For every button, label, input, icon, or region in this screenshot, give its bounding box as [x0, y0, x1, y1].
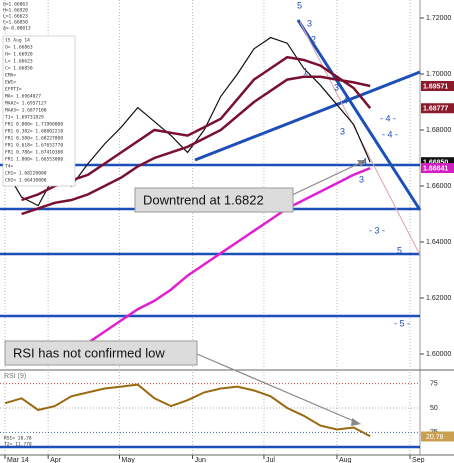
- downtrend-line: [296, 19, 422, 211]
- series-line: [21, 75, 371, 216]
- y-tick-label: 50: [430, 405, 438, 412]
- info-box-line: T1= 1.69731829: [5, 115, 44, 121]
- price-marker: [421, 157, 454, 168]
- info-line: C=1.66850: [3, 20, 28, 26]
- wave-label: 4: [343, 95, 348, 105]
- wave-label: 3: [307, 18, 312, 28]
- wave-label: - 4 -: [382, 129, 398, 139]
- y-tick-label: 1.66000: [426, 183, 451, 190]
- wave-label: 2: [311, 34, 316, 44]
- info-box-line: 15 Aug 14: [5, 38, 30, 44]
- y-tick-label: 1.64000: [426, 239, 451, 246]
- series-line: [21, 55, 372, 202]
- x-tick-label: Sep: [412, 457, 425, 463]
- info-line: L=1.66623: [3, 14, 28, 20]
- info-box-line: T4=: [5, 164, 14, 170]
- info-box-line: FR1 0.000= 1.71900000: [5, 122, 63, 128]
- wave-label: - 4 -: [380, 113, 396, 123]
- callout-arrow: [196, 353, 357, 423]
- rsi-info: T2= 11.770: [4, 442, 32, 448]
- callout-text: Downtrend at 1.6822: [143, 192, 264, 207]
- info-box-line: MA= 1.6964027: [5, 94, 41, 100]
- wave-label: 5: [397, 245, 402, 255]
- rsi-info: RSI= 20.78: [4, 436, 32, 442]
- series-line: [70, 166, 371, 361]
- info-line: Δ=-0.00013: [3, 26, 31, 32]
- info-box-line: FR1 1.000= 1.66553000: [5, 157, 63, 163]
- wave-label: 3: [359, 174, 364, 184]
- price-marker: [421, 103, 454, 114]
- y-tick-label: 1.72000: [426, 15, 451, 22]
- callout-arrow: [289, 161, 363, 197]
- y-tick-label: 1.70000: [426, 71, 451, 78]
- y-tick-label: 1.62000: [426, 295, 451, 302]
- price-marker-label: 1.66641: [423, 165, 448, 172]
- info-box-line: MA#2= 1.6957127: [5, 101, 47, 107]
- info-box-line: CH2= 1.66430000: [5, 178, 47, 184]
- wave-label: 4: [362, 156, 367, 166]
- wave-label: 3: [340, 126, 345, 136]
- price-marker: [421, 81, 454, 92]
- y-tick-label: 1.60000: [426, 351, 451, 358]
- y-tick-label: 75: [430, 381, 438, 388]
- info-line: H=1.66920: [3, 8, 28, 14]
- price-marker-label: 1.66850: [423, 160, 448, 167]
- callout-box: [4, 340, 198, 366]
- info-box-line: FR1 0.382= 1.68802210: [5, 129, 63, 135]
- price-marker-label: 1.69571: [423, 83, 448, 90]
- series-line: [4, 383, 371, 438]
- arrow-head: [351, 418, 361, 426]
- rsi-marker-label: 20.78: [426, 434, 444, 441]
- x-tick-label: Apr: [50, 457, 62, 463]
- info-box-line: H= 1.66920: [5, 52, 33, 58]
- info-box-line: C= 1.66850: [5, 66, 33, 72]
- wave-label: - 5 -: [394, 318, 410, 328]
- wave-label: 1: [303, 66, 308, 76]
- info-box-line: FR1 0.786= 1.67410380: [5, 150, 63, 156]
- info-box-line: MA#3= 1.6877100: [5, 108, 47, 114]
- info-box-line: EWI=: [5, 80, 16, 86]
- info-line: O=1.66863: [3, 2, 28, 8]
- callout-text: RSI has not confirmed low: [13, 345, 165, 360]
- x-tick-label: May: [122, 457, 136, 463]
- x-tick-label: Jul: [266, 457, 275, 463]
- info-box-line: FR1 0.618= 1.67652770: [5, 143, 63, 149]
- x-tick-label: Mar 14: [7, 457, 29, 463]
- info-box-line: O= 1.66863: [5, 45, 33, 51]
- wave-label: - 3 -: [369, 225, 385, 235]
- x-tick-label: Aug: [339, 457, 352, 463]
- uptrend-line: [194, 70, 421, 162]
- price-marker-label: 1.68777: [423, 106, 448, 113]
- rsi-marker: [421, 431, 454, 442]
- y-tick-label: 1.68000: [426, 127, 451, 134]
- info-box: [2, 35, 76, 187]
- rsi-title: RSI (9): [4, 373, 26, 380]
- info-box-line: EMA=: [5, 73, 16, 79]
- x-tick-label: Jun: [195, 457, 206, 463]
- info-box-line: EFPTI=: [5, 87, 22, 93]
- wave-label: 3: [334, 82, 339, 92]
- info-box-line: CH1= 1.68220000: [5, 171, 47, 177]
- arrow-head: [357, 160, 366, 167]
- wave-label: 5: [297, 0, 302, 10]
- info-box-line: FR1 0.500= 1.68227800: [5, 136, 63, 142]
- info-box-line: L= 1.66623: [5, 59, 33, 65]
- callout-box: [134, 187, 294, 213]
- price-marker: [421, 163, 454, 174]
